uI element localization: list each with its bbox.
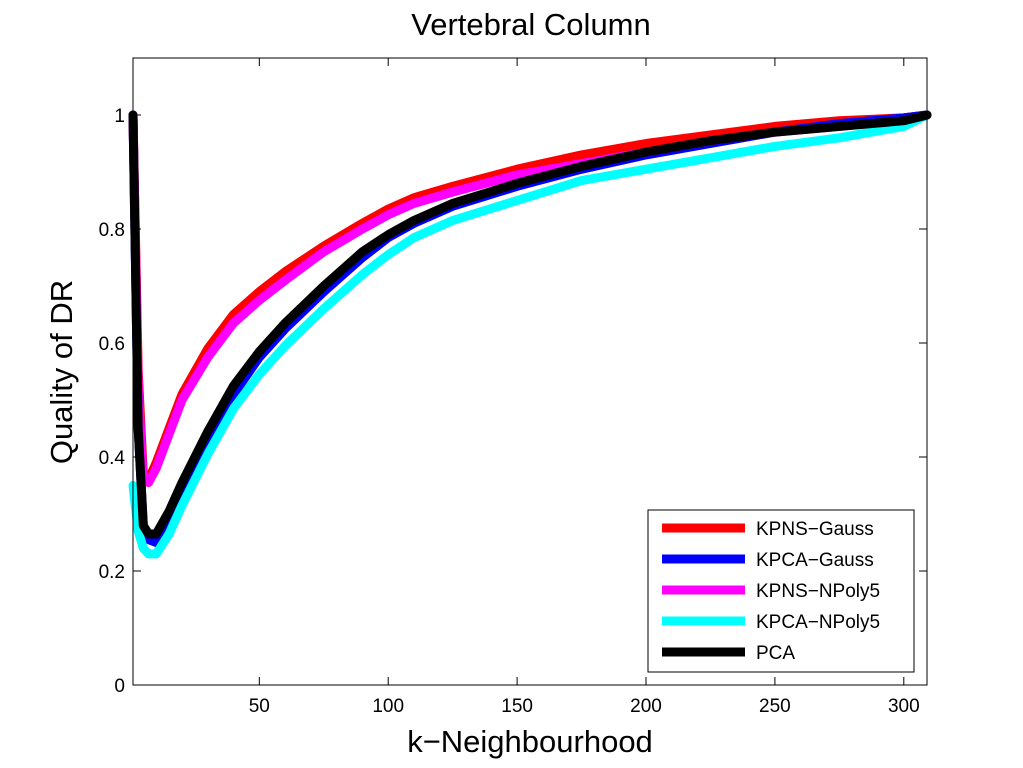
y-tick-label: 1: [114, 106, 125, 127]
x-tick-label: 300: [888, 696, 920, 717]
x-tick-label: 200: [630, 696, 662, 717]
legend-label-0: KPNS−Gauss: [756, 519, 874, 540]
chart-title: Vertebral Column: [411, 7, 651, 42]
y-tick-label: 0.2: [99, 562, 125, 583]
legend-label-1: KPCA−Gauss: [756, 550, 874, 571]
legend-label-3: KPCA−NPoly5: [756, 612, 880, 633]
legend-label-4: PCA: [756, 643, 795, 664]
y-axis-label: Quality of DR: [44, 280, 79, 464]
x-tick-label: 150: [501, 696, 533, 717]
legend: KPNS−Gauss KPCA−Gauss KPNS−NPoly5 KPCA−NPol…: [647, 509, 915, 673]
y-tick-label: 0.6: [99, 334, 125, 355]
y-tick-label: 0.8: [99, 220, 125, 241]
series-line-3: [128, 110, 932, 559]
plot-frame: [132, 57, 928, 686]
legend-label-2: KPNS−NPoly5: [756, 581, 880, 602]
x-tick-label: 50: [249, 696, 270, 717]
x-tick-label: 100: [372, 696, 404, 717]
series-line-4: [128, 110, 932, 539]
y-tick-label: 0.4: [99, 448, 126, 469]
x-tick-label: 250: [759, 696, 791, 717]
x-axis-label: k−Neighbourhood: [407, 724, 653, 759]
ticks-layer: 50 100 150 200 250 300 0 0.2 0.4 0.6 0.8 1: [99, 58, 927, 717]
series-layer: [128, 110, 932, 559]
y-tick-label: 0: [114, 676, 125, 697]
